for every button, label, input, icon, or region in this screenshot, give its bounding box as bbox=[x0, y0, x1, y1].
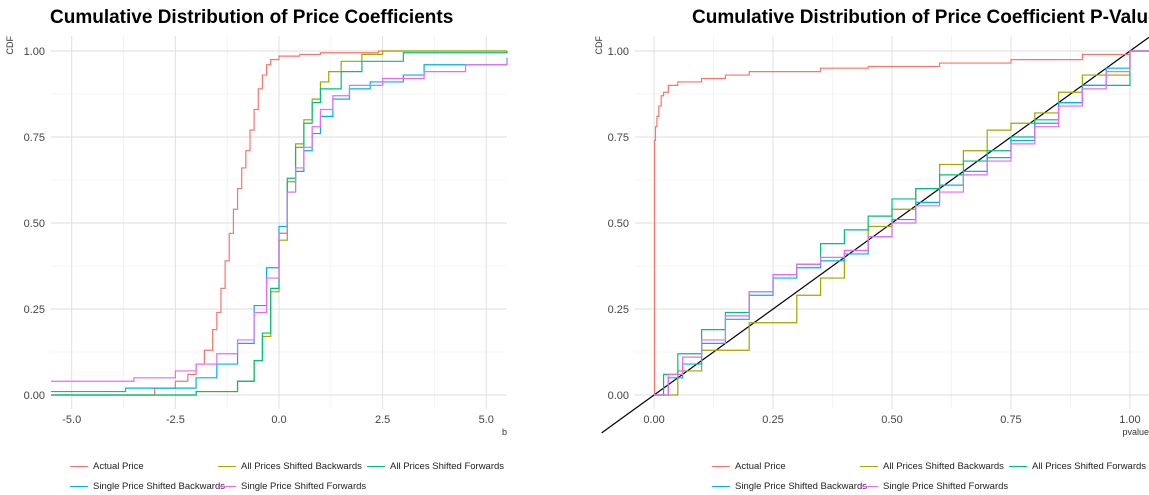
legend-label: Single Price Shifted Forwards bbox=[883, 481, 1009, 492]
legend-item: All Prices Shifted Forwards bbox=[367, 461, 504, 472]
x-axis-label: pvalue bbox=[1122, 427, 1149, 437]
y-tick-label: 0.25 bbox=[608, 304, 629, 316]
y-tick-label: 0.00 bbox=[608, 390, 629, 402]
legend-item: Single Price Shifted Forwards bbox=[860, 481, 1008, 492]
x-tick-label: 0.00 bbox=[643, 414, 664, 426]
x-tick-label: 5.0 bbox=[479, 414, 494, 426]
legend-label: All Prices Shifted Backwards bbox=[883, 461, 1004, 472]
legend-item: Actual Price bbox=[70, 461, 144, 472]
chart-left-svg: -5.0 -2.5 0.0 2.5 5.0 0.00 0.25 0.50 0.75 1.00 b CD… bbox=[5, 36, 508, 437]
legend-key bbox=[860, 466, 878, 467]
y-tick-label: 0.00 bbox=[24, 390, 45, 402]
x-tick-label: 0.50 bbox=[881, 414, 902, 426]
legend-key bbox=[712, 486, 730, 487]
chart-title: Cumulative Distribution of Price Coeffic… bbox=[50, 7, 454, 28]
x-tick-label: -2.5 bbox=[166, 414, 185, 426]
legend-key bbox=[218, 466, 236, 467]
x-tick-label: 0.75 bbox=[1000, 414, 1021, 426]
chart-panel-right: Cumulative Distribution of Price Coeffic… bbox=[589, 0, 1149, 495]
y-tick-label: 0.50 bbox=[608, 218, 629, 230]
legend-label: Single Price Shifted Forwards bbox=[241, 481, 367, 492]
y-tick-label: 0.50 bbox=[24, 218, 45, 230]
y-tick-label: 1.00 bbox=[24, 46, 45, 58]
legend-label: Actual Price bbox=[93, 461, 144, 472]
x-tick-label: -5.0 bbox=[62, 414, 81, 426]
legend-label: Actual Price bbox=[735, 461, 786, 472]
legend-key bbox=[367, 466, 385, 467]
legend-label: All Prices Shifted Backwards bbox=[241, 461, 362, 472]
legend-item: Single Price Shifted Forwards bbox=[218, 481, 366, 492]
y-tick-label: 0.25 bbox=[24, 304, 45, 316]
legend-item: Actual Price bbox=[712, 461, 786, 472]
legend-key bbox=[218, 486, 236, 487]
x-tick-label: 0.0 bbox=[271, 414, 286, 426]
legend-item: Single Price Shifted Backwards bbox=[70, 481, 225, 492]
y-tick-label: 0.75 bbox=[608, 132, 629, 144]
y-axis-label: CDF bbox=[594, 36, 604, 55]
x-tick-label: 1.00 bbox=[1119, 414, 1140, 426]
legend-key bbox=[712, 466, 730, 467]
y-axis-label: CDF bbox=[5, 36, 15, 55]
x-axis-label: b bbox=[502, 427, 507, 437]
series-line bbox=[654, 50, 1149, 396]
legend-item: Single Price Shifted Backwards bbox=[712, 481, 867, 492]
legend-label: All Prices Shifted Forwards bbox=[390, 461, 505, 472]
reference-line bbox=[601, 36, 1149, 434]
legend-item: All Prices Shifted Backwards bbox=[860, 461, 1004, 472]
x-tick-label: 2.5 bbox=[375, 414, 390, 426]
legend-key bbox=[70, 466, 88, 467]
y-tick-label: 1.00 bbox=[608, 46, 629, 58]
chart-title: Cumulative Distribution of Price Coeffic… bbox=[692, 7, 1149, 28]
series-line bbox=[654, 50, 1149, 396]
legend-key bbox=[70, 486, 88, 487]
series-line bbox=[51, 59, 508, 382]
chart-right-svg: 0.00 0.25 0.50 0.75 1.00 0.00 0.25 0.50 0.75 1.00… bbox=[594, 36, 1149, 437]
y-tick-label: 0.75 bbox=[24, 132, 45, 144]
legend-key bbox=[1009, 466, 1027, 467]
legend-item: All Prices Shifted Forwards bbox=[1009, 461, 1146, 472]
x-tick-label: 0.25 bbox=[762, 414, 783, 426]
chart-panel-left: Cumulative Distribution of Price Coeffic… bbox=[0, 0, 560, 495]
legend-label: Single Price Shifted Backwards bbox=[735, 481, 868, 492]
legend-label: All Prices Shifted Forwards bbox=[1032, 461, 1147, 472]
legend-item: All Prices Shifted Backwards bbox=[218, 461, 362, 472]
legend-key bbox=[860, 486, 878, 487]
legend-label: Single Price Shifted Backwards bbox=[93, 481, 226, 492]
series-line bbox=[653, 50, 1149, 396]
